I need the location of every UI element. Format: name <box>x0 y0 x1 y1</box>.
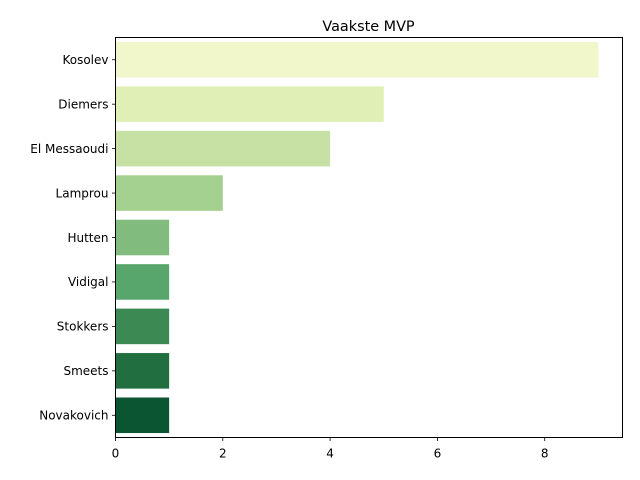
bar-smeets <box>115 353 170 389</box>
y-tick-label: Smeets <box>63 364 108 378</box>
bar-novakovich <box>115 397 170 434</box>
bar-stokkers <box>115 308 170 345</box>
y-tick-label: Vidigal <box>68 275 109 289</box>
y-tick-label: Diemers <box>58 97 108 111</box>
chart-title: Vaakste MVP <box>322 19 415 35</box>
y-tick-label: Hutten <box>67 231 108 245</box>
y-tick-label: Novakovich <box>39 409 108 423</box>
x-tick-label: 8 <box>541 447 549 461</box>
bars-group <box>115 41 599 434</box>
x-tick-label: 0 <box>112 447 120 461</box>
bar-lamprou <box>115 175 223 211</box>
y-tick-label: El Messaoudi <box>30 142 108 156</box>
plot-frame <box>115 37 623 438</box>
bar-diemers <box>115 86 384 122</box>
bar-kosolev <box>115 41 599 78</box>
y-tick-label: Lamprou <box>56 186 109 200</box>
x-axis: 0 2 4 6 8 <box>112 437 549 461</box>
x-tick-label: 2 <box>219 447 227 461</box>
bar-hutten <box>115 219 170 256</box>
y-tick-labels: Kosolev Diemers El Messaoudi Lamprou Hutten V… <box>30 53 116 423</box>
bar-el-messaoudi <box>115 130 331 167</box>
bar-vidigal <box>115 264 170 300</box>
x-tick-label: 6 <box>434 447 442 461</box>
x-tick-label: 4 <box>326 447 334 461</box>
y-tick-label: Kosolev <box>62 53 108 67</box>
y-tick-label: Stokkers <box>57 320 109 334</box>
